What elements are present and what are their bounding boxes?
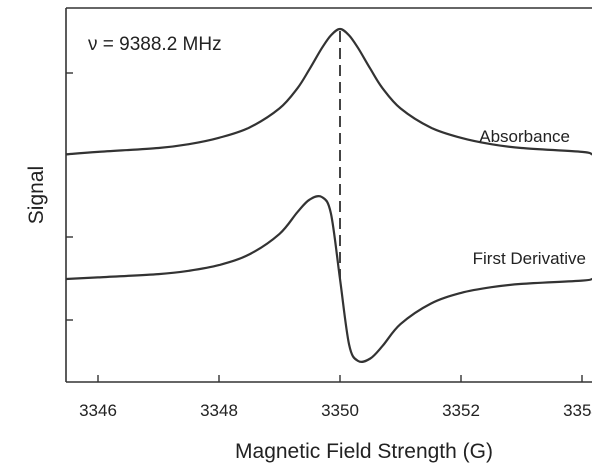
plot-frame <box>65 7 592 383</box>
x-axis-title: Magnetic Field Strength (G) <box>235 440 493 463</box>
series-line-first-derivative <box>65 194 592 364</box>
x-tick-label: 3354 <box>563 401 592 420</box>
y-axis-title: Signal <box>25 166 48 224</box>
series-label-first-derivative: First Derivative <box>473 249 586 268</box>
x-axis-ticks <box>97 375 583 382</box>
x-tick-label: 3352 <box>442 401 480 420</box>
series-label-absorbance: Absorbance <box>479 127 570 146</box>
x-tick-label: 3348 <box>200 401 238 420</box>
x-tick-label: 3350 <box>321 401 359 420</box>
x-tick-label: 3346 <box>79 401 117 420</box>
series-line-absorbance <box>65 27 592 156</box>
frequency-annotation: ν = 9388.2 MHz <box>88 34 222 55</box>
x-axis-tick-labels: 3346 3348 3350 3352 3354 <box>79 401 592 420</box>
